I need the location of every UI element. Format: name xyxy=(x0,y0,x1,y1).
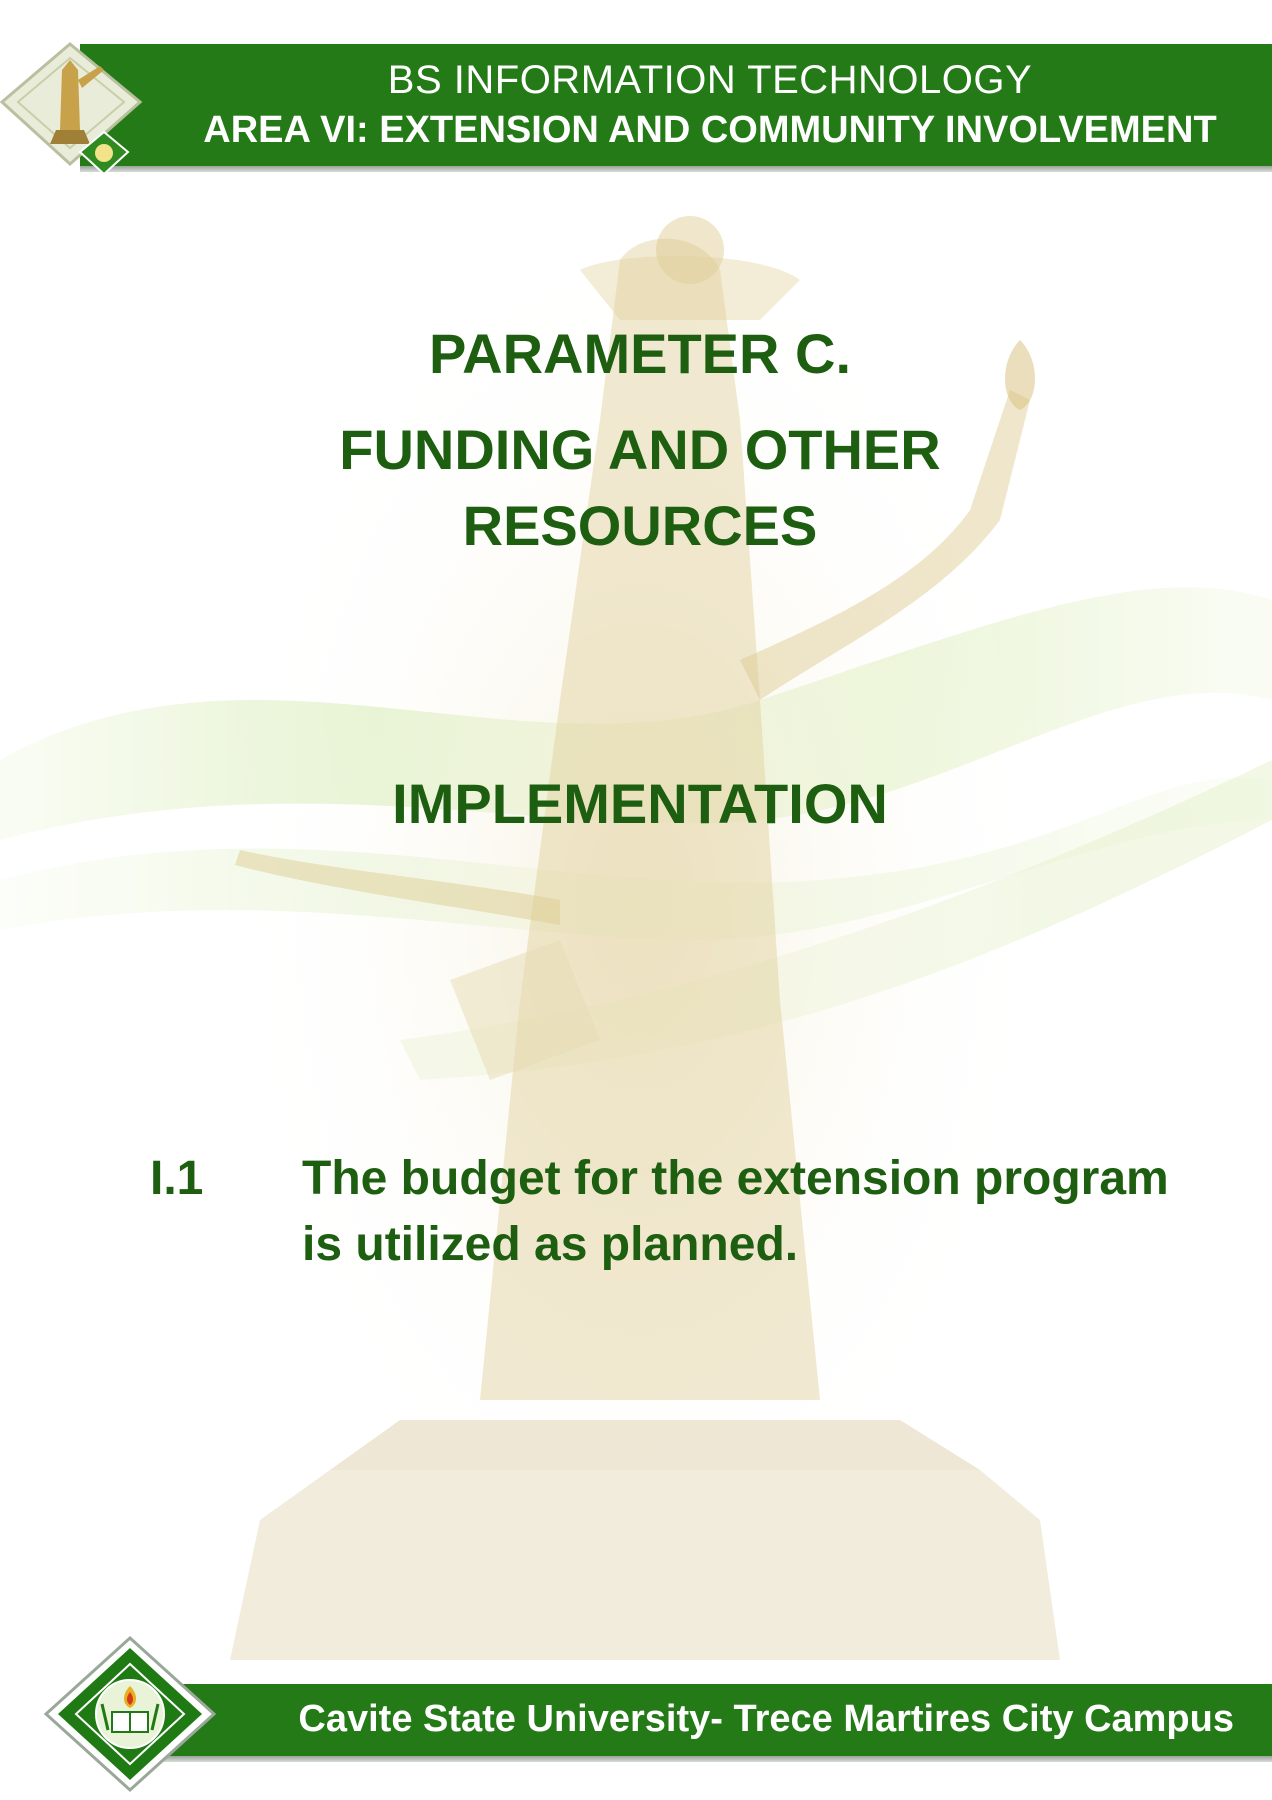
item-number: I.1 xyxy=(150,1152,204,1205)
header-band xyxy=(80,44,1272,166)
program-name: BS INFORMATION TECHNOLOGY xyxy=(387,58,1033,102)
parameter-title: FUNDING AND OTHER RESOURCES xyxy=(339,418,941,557)
section-heading: IMPLEMENTATION xyxy=(392,772,888,835)
footer-divider xyxy=(130,1756,1272,1762)
university-seal-icon xyxy=(43,1635,217,1793)
monument-emblem-icon xyxy=(0,42,143,176)
parameter-label: PARAMETER C. xyxy=(428,322,852,385)
item-description: The budget for the extension program is … xyxy=(302,1152,1169,1271)
campus-name: Cavite State University- Trece Martires … xyxy=(298,1698,1234,1740)
header-divider xyxy=(80,166,1272,172)
footer-band xyxy=(130,1684,1272,1756)
area-title: AREA VI: EXTENSION AND COMMUNITY INVOLVE… xyxy=(203,109,1217,151)
